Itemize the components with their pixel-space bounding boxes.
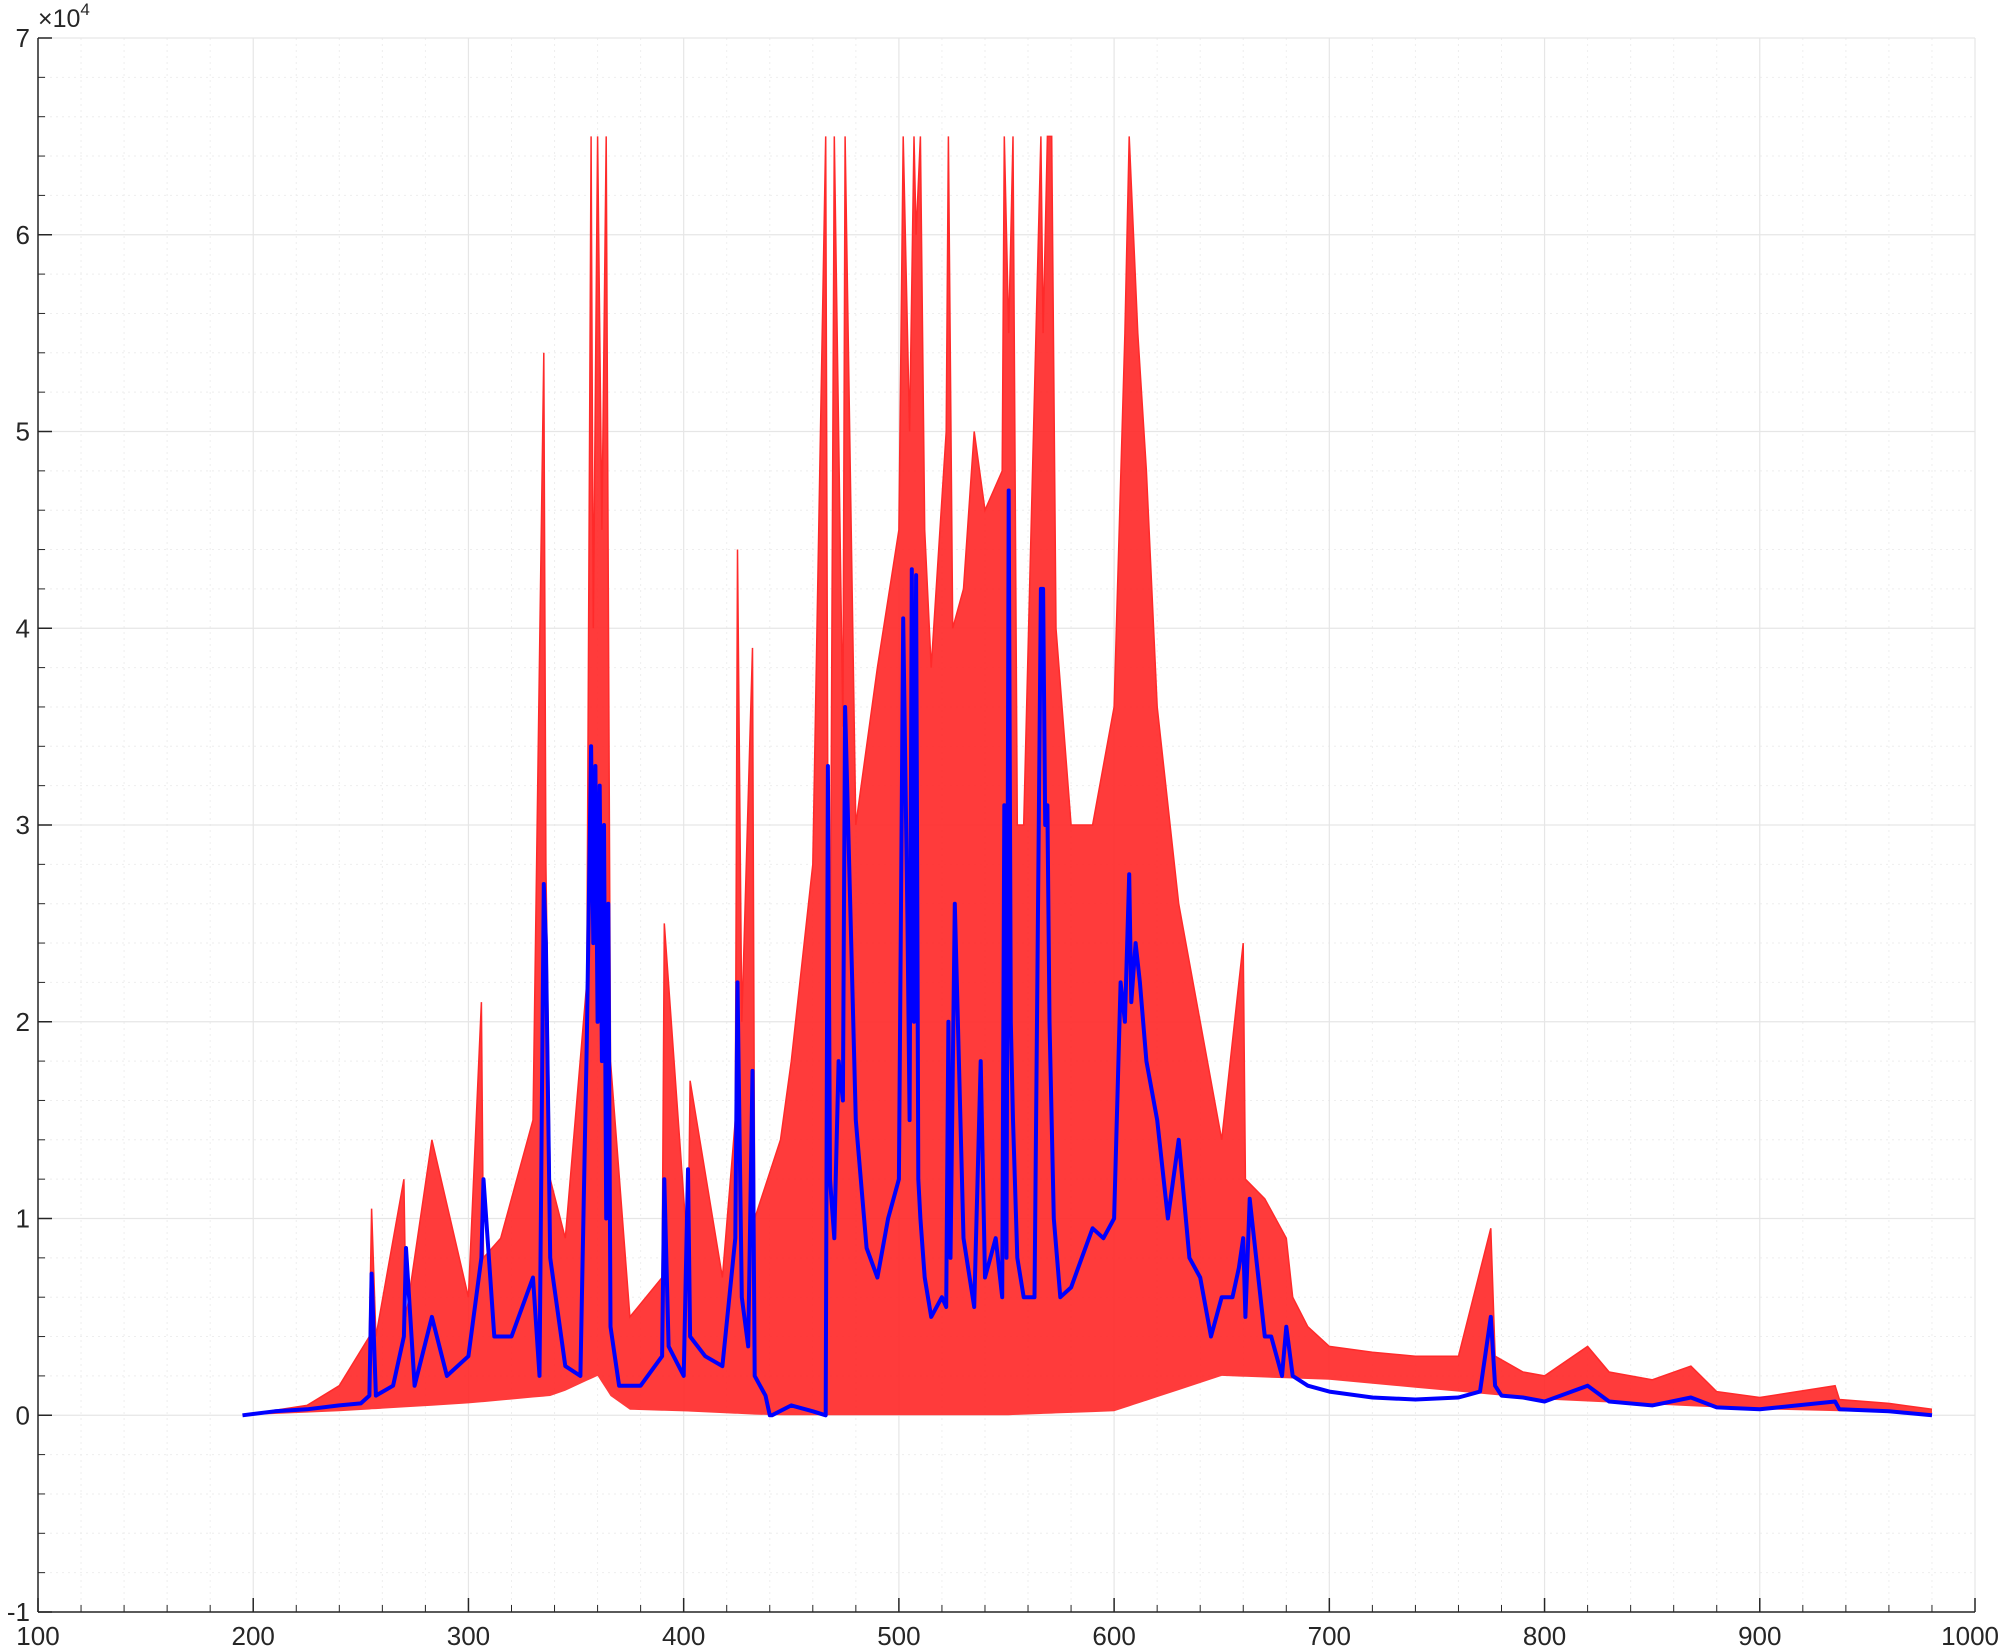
y-exponent-power: 4 (80, 0, 89, 19)
y-tick-labels: -1 0 1 2 3 4 5 6 7 (7, 23, 30, 1627)
y-tick-label: 4 (16, 613, 30, 643)
x-tick-label: 600 (1092, 1621, 1135, 1651)
y-tick-label: 7 (16, 23, 30, 53)
y-exponent-base: ×10 (38, 5, 80, 33)
y-tick-label: -1 (7, 1597, 30, 1627)
x-tick-label: 100 (16, 1621, 59, 1651)
x-tick-label: 1000 (1941, 1621, 1999, 1651)
x-tick-label: 200 (232, 1621, 275, 1651)
plot-series-layer (242, 135, 1933, 1418)
mean-line (242, 488, 1933, 1418)
y-tick-label: 0 (16, 1400, 30, 1430)
y-tick-label: 2 (16, 1007, 30, 1037)
x-tick-labels: 100 200 300 400 500 600 700 800 900 1000 (16, 1621, 1999, 1651)
x-tick-label: 700 (1308, 1621, 1351, 1651)
x-tick-label: 500 (877, 1621, 920, 1651)
x-tick-label: 400 (662, 1621, 705, 1651)
y-exponent-label: ×104 (38, 0, 90, 33)
x-tick-label: 900 (1738, 1621, 1781, 1651)
x-tick-label: 300 (447, 1621, 490, 1651)
axes (37, 37, 1976, 1613)
y-tick-label: 1 (16, 1204, 30, 1234)
x-tick-label: 800 (1523, 1621, 1566, 1651)
envelope-area (242, 136, 1932, 1416)
y-tick-label: 5 (16, 417, 30, 447)
y-tick-label: 6 (16, 220, 30, 250)
envelope-max-line (242, 135, 1933, 1417)
y-tick-label: 3 (16, 810, 30, 840)
